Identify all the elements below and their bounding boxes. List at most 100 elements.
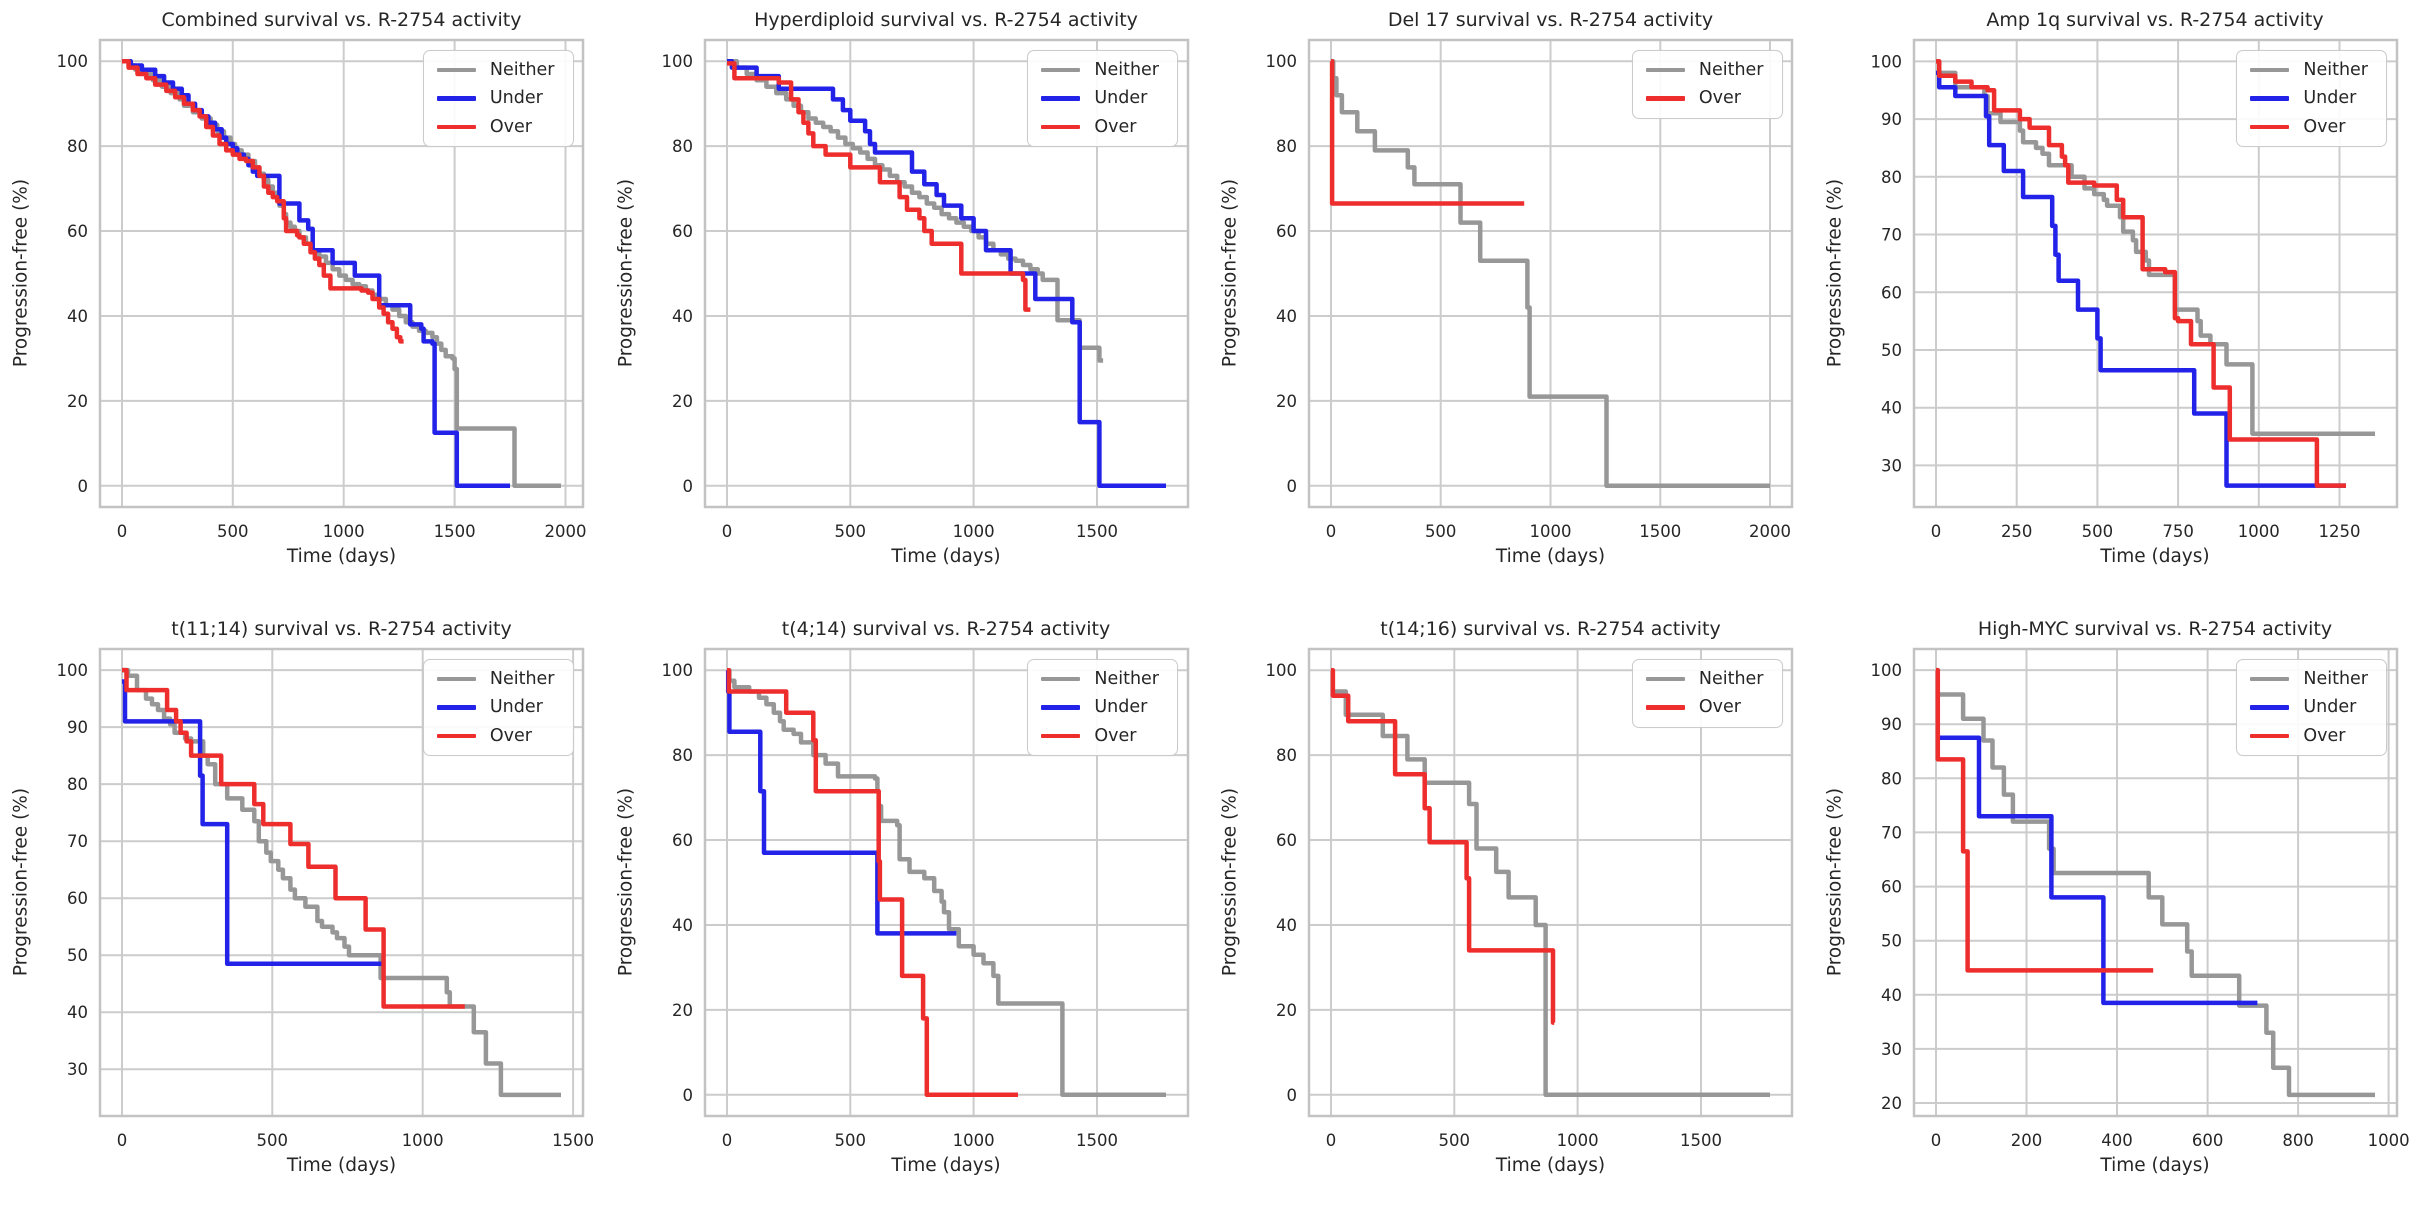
svg-text:90: 90 <box>1881 715 1902 734</box>
legend-label: Under <box>489 88 543 109</box>
svg-text:0: 0 <box>117 522 128 541</box>
svg-text:200: 200 <box>2010 1131 2042 1150</box>
legend-entry-under: Under <box>436 88 555 109</box>
svg-text:1000: 1000 <box>952 522 994 541</box>
svg-text:40: 40 <box>1276 307 1297 326</box>
svg-text:80: 80 <box>1881 769 1902 788</box>
svg-text:1500: 1500 <box>1680 1131 1722 1150</box>
svg-text:0: 0 <box>1287 1086 1298 1105</box>
x-axis-label: Time (days) <box>891 546 1001 567</box>
legend-label: Neither <box>2303 669 2368 689</box>
svg-text:30: 30 <box>1881 1040 1902 1059</box>
neither-line-swatch <box>1645 67 1685 73</box>
svg-text:100: 100 <box>661 661 693 680</box>
neither-line-swatch <box>436 676 476 682</box>
svg-text:60: 60 <box>1881 878 1902 897</box>
svg-text:0: 0 <box>721 1131 732 1150</box>
legend-entry-over: Over <box>2250 725 2368 746</box>
legend-entry-over: Over <box>436 725 555 746</box>
legend-label: Over <box>2303 725 2346 746</box>
subplot-amp1q: 0 250 500 750 1000 1250 30 40 50 60 70 80 90 100 Amp … <box>1814 0 2418 609</box>
svg-text:30: 30 <box>67 1060 88 1079</box>
svg-text:80: 80 <box>1881 168 1902 187</box>
svg-text:20: 20 <box>1881 1094 1902 1113</box>
svg-text:100: 100 <box>1870 52 1902 71</box>
neither-line-swatch <box>2250 676 2290 682</box>
legend-label: Neither <box>2303 60 2368 80</box>
chart-title: t(11;14) survival vs. R-2754 activity <box>171 618 512 640</box>
svg-text:50: 50 <box>1881 341 1902 360</box>
svg-text:90: 90 <box>1881 110 1902 129</box>
svg-text:500: 500 <box>1439 1131 1471 1150</box>
y-axis-label: Progression-free (%) <box>1824 178 1845 368</box>
x-axis-label: Time (days) <box>286 546 397 567</box>
over-line-swatch <box>436 124 476 130</box>
y-axis-label: Progression-free (%) <box>10 178 32 368</box>
legend: Neither Under Over <box>422 50 574 148</box>
svg-text:40: 40 <box>1881 986 1902 1005</box>
svg-text:60: 60 <box>1276 222 1297 241</box>
svg-text:1500: 1500 <box>1076 1131 1118 1150</box>
over-line-swatch <box>1041 124 1081 130</box>
svg-text:20: 20 <box>672 1001 693 1020</box>
legend-label: Under <box>489 697 543 718</box>
svg-text:750: 750 <box>2162 522 2194 541</box>
legend-entry-over: Over <box>1645 89 1764 108</box>
subplot-t11-14: 0 500 1000 1500 30 40 50 60 70 80 90 100 t(11;14) s… <box>0 609 605 1218</box>
legend: Neither Under Over <box>1027 50 1178 148</box>
t4-14-km-chart: 0 500 1000 1500 0 20 40 60 80 100 <box>661 647 1189 1150</box>
legend-label: Under <box>2303 88 2357 109</box>
over-line-swatch <box>1645 96 1685 101</box>
legend-label: Over <box>1094 116 1137 137</box>
chart-title: High-MYC survival vs. R-2754 activity <box>1977 618 2333 640</box>
svg-text:80: 80 <box>672 137 693 156</box>
svg-text:80: 80 <box>1276 746 1297 765</box>
legend-label: Neither <box>1094 60 1159 80</box>
legend-entry-neither: Neither <box>1645 670 1764 688</box>
y-axis-label: Progression-free (%) <box>1219 178 1241 368</box>
svg-text:1500: 1500 <box>434 522 476 541</box>
legend-label: Over <box>489 725 532 746</box>
svg-text:1500: 1500 <box>552 1131 594 1150</box>
svg-text:60: 60 <box>1276 831 1297 850</box>
legend-entry-neither: Neither <box>2250 61 2368 79</box>
x-axis-label: Time (days) <box>2100 546 2210 567</box>
legend-entry-under: Under <box>436 697 555 718</box>
svg-text:400: 400 <box>2101 1131 2133 1150</box>
chart-title: Combined survival vs. R-2754 activity <box>161 9 522 31</box>
legend-entry-over: Over <box>436 116 555 137</box>
under-line-swatch <box>436 96 476 101</box>
svg-text:40: 40 <box>672 307 693 326</box>
svg-text:60: 60 <box>672 831 693 850</box>
legend-label: Neither <box>489 669 555 689</box>
svg-text:2000: 2000 <box>1749 522 1791 541</box>
svg-text:100: 100 <box>1266 661 1298 680</box>
svg-text:80: 80 <box>67 775 88 794</box>
legend: Neither Under Over <box>1027 659 1178 757</box>
svg-text:40: 40 <box>672 916 693 935</box>
svg-text:0: 0 <box>682 1086 693 1105</box>
legend-label: Over <box>489 116 532 137</box>
svg-text:1000: 1000 <box>1557 1131 1599 1150</box>
x-axis-label: Time (days) <box>1495 1155 1606 1176</box>
svg-text:100: 100 <box>1870 661 1902 680</box>
legend-label: Under <box>1094 88 1148 109</box>
svg-text:20: 20 <box>67 392 88 411</box>
over-line-swatch <box>2250 733 2290 739</box>
svg-text:500: 500 <box>257 1131 289 1150</box>
legend: Neither Under Over <box>422 659 574 757</box>
legend-label: Neither <box>489 60 555 80</box>
svg-text:60: 60 <box>1881 283 1902 302</box>
under-line-swatch <box>436 705 476 710</box>
y-axis-label: Progression-free (%) <box>1824 787 1845 977</box>
svg-text:100: 100 <box>1266 52 1298 71</box>
t11-14-km-chart: 0 500 1000 1500 30 40 50 60 70 80 90 100 <box>57 647 594 1150</box>
svg-text:0: 0 <box>1326 1131 1337 1150</box>
svg-text:70: 70 <box>67 832 88 851</box>
legend-entry-neither: Neither <box>436 669 555 689</box>
subplot-combined: 0 500 1000 1500 2000 0 20 40 60 80 100 Combined su… <box>0 0 605 609</box>
svg-text:0: 0 <box>721 522 732 541</box>
over-line-swatch <box>1645 705 1685 710</box>
svg-text:1000: 1000 <box>952 1131 994 1150</box>
